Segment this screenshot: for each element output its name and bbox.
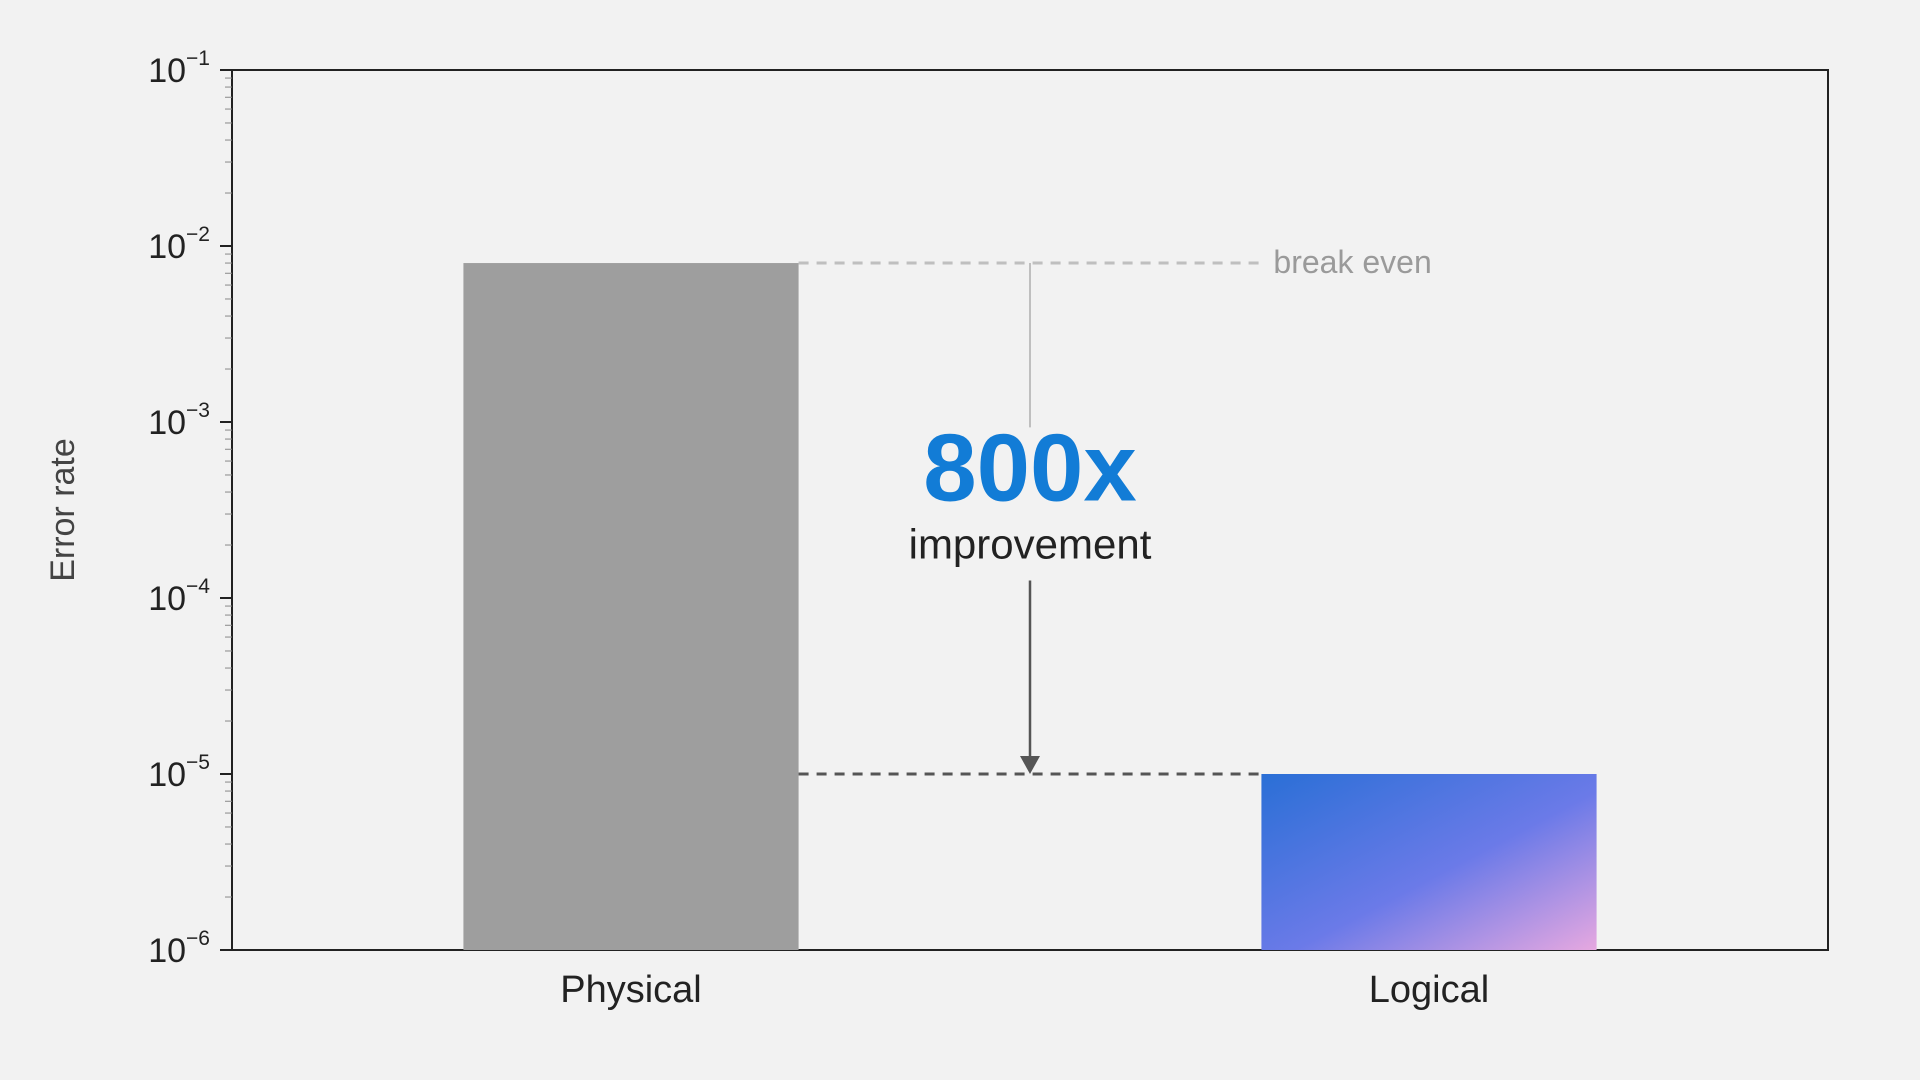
svg-text:improvement: improvement	[909, 521, 1152, 568]
svg-text:10−5: 10−5	[148, 751, 210, 794]
error-rate-chart: Error rate 10−6 10−5 10−4 10−3 10−2 10−1 Physic…	[32, 40, 1888, 1040]
chart-card: Error rate 10−6 10−5 10−4 10−3 10−2 10−1 Physic…	[0, 0, 1920, 1080]
svg-text:Physical: Physical	[560, 969, 702, 1011]
svg-text:10−2: 10−2	[148, 223, 210, 266]
svg-text:10−1: 10−1	[148, 47, 210, 90]
svg-text:10−3: 10−3	[148, 399, 210, 442]
svg-text:10−4: 10−4	[148, 575, 210, 618]
svg-text:Logical: Logical	[1369, 969, 1489, 1011]
svg-text:break even: break even	[1273, 244, 1431, 280]
svg-text:800x: 800x	[923, 415, 1137, 522]
svg-text:Error rate: Error rate	[44, 438, 82, 582]
svg-text:10−6: 10−6	[148, 927, 210, 970]
